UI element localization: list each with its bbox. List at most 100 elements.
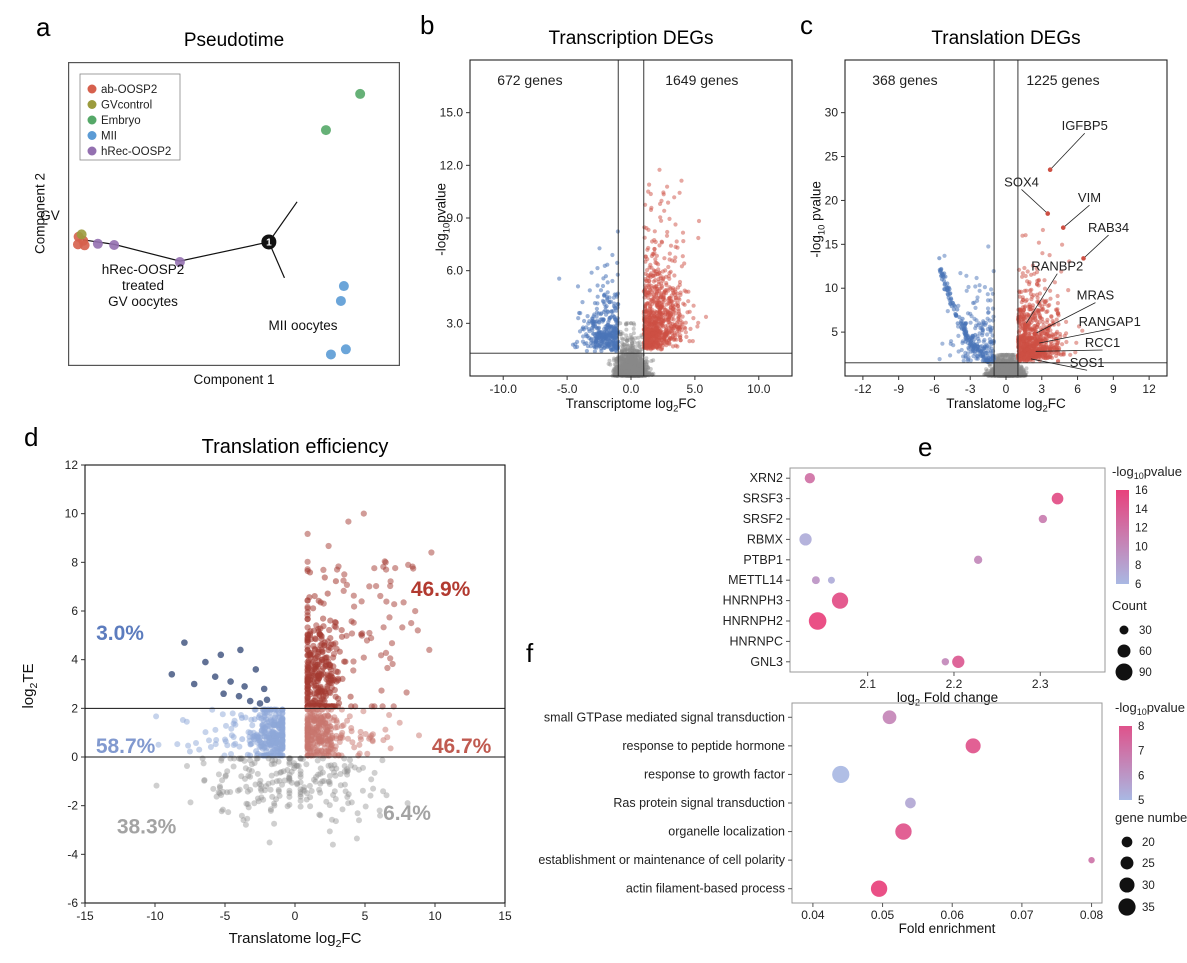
x-tick-label: -12 bbox=[854, 382, 872, 396]
y-tick-label: 9.0 bbox=[446, 211, 463, 225]
y-tick-label: 12 bbox=[65, 458, 79, 472]
panel-d-x-axis-label: Translatome log2FC bbox=[228, 930, 362, 950]
gene-label: VIM bbox=[1078, 190, 1101, 205]
plot-border bbox=[789, 467, 1106, 673]
panel-f-x-axis-label: Fold enrichment bbox=[898, 921, 996, 936]
y-tick-label: 15 bbox=[825, 237, 839, 251]
dot bbox=[827, 576, 835, 584]
color-tick-label: 6 bbox=[1138, 770, 1144, 782]
panel-b-title: Transcription DEGs bbox=[548, 28, 714, 49]
size-tick-label: 35 bbox=[1142, 902, 1155, 914]
dark-blue-points bbox=[168, 639, 271, 707]
y-tick-label: -4 bbox=[67, 847, 78, 861]
gene-label: MRAS bbox=[1077, 288, 1115, 303]
gene-label: RCC1 bbox=[1085, 335, 1120, 350]
plot-border bbox=[68, 62, 400, 366]
dot bbox=[941, 658, 950, 666]
y-tick-label: 30 bbox=[825, 106, 839, 120]
x-tick-label: 3 bbox=[1038, 382, 1045, 396]
down-gene-count: 672 genes bbox=[497, 72, 562, 88]
percent-label: 6.4% bbox=[383, 802, 431, 825]
x-tick-label: 0.06 bbox=[941, 908, 965, 922]
row-label: response to peptide hormone bbox=[622, 739, 785, 753]
size-tick-label: 30 bbox=[1142, 880, 1155, 892]
plot-border bbox=[791, 702, 1103, 904]
dot bbox=[905, 797, 916, 809]
y-tick-label: 8 bbox=[71, 555, 78, 569]
y-tick-label: 0 bbox=[71, 750, 78, 764]
percent-label: 58.7% bbox=[96, 735, 156, 758]
row-label: XRN2 bbox=[750, 471, 783, 485]
dot bbox=[882, 710, 897, 725]
x-tick-label: 0.0 bbox=[623, 382, 640, 396]
mii-annotation: MII oocytes bbox=[268, 318, 338, 333]
up-gene-count: 1649 genes bbox=[665, 72, 738, 88]
legend-label: MII bbox=[101, 131, 117, 143]
row-label: PTBP1 bbox=[743, 553, 783, 567]
plot-border bbox=[469, 59, 793, 377]
y-tick-label: 6 bbox=[71, 604, 78, 618]
y-tick-label: -6 bbox=[67, 896, 78, 910]
x-tick-label: 6 bbox=[1074, 382, 1081, 396]
row-label: HNRNPC bbox=[730, 634, 783, 648]
color-tick-label: 5 bbox=[1138, 795, 1144, 807]
x-tick-label: -15 bbox=[76, 909, 94, 923]
gene-label: SOS1 bbox=[1070, 355, 1105, 370]
legend-swatch bbox=[87, 131, 97, 140]
color-tick-label: 6 bbox=[1135, 579, 1141, 591]
size-legend-title: gene number bbox=[1115, 810, 1187, 825]
dot bbox=[804, 473, 816, 484]
x-tick-label: -3 bbox=[965, 382, 976, 396]
y-tick-label: 10 bbox=[825, 281, 839, 295]
legend-label: ab-OOSP2 bbox=[101, 84, 157, 96]
x-tick-label: 10 bbox=[428, 909, 442, 923]
dot bbox=[1051, 492, 1064, 505]
dot bbox=[952, 655, 965, 668]
x-tick-label: -9 bbox=[893, 382, 904, 396]
series-hRec-OOSP2 bbox=[92, 238, 185, 268]
branch-node bbox=[261, 234, 277, 250]
row-label: organelle localization bbox=[668, 825, 785, 839]
x-tick-label: 12 bbox=[1142, 382, 1156, 396]
row-label: HNRNPH2 bbox=[723, 614, 783, 628]
x-tick-label: 0 bbox=[292, 909, 299, 923]
x-tick-label: -5 bbox=[220, 909, 231, 923]
color-tick-label: 10 bbox=[1135, 541, 1148, 553]
x-tick-label: 10.0 bbox=[747, 382, 771, 396]
gene-label: RANBP2 bbox=[1031, 259, 1083, 274]
x-tick-label: -6 bbox=[929, 382, 940, 396]
y-tick-label: 10 bbox=[65, 507, 79, 521]
size-tick-label: 60 bbox=[1139, 646, 1152, 658]
panel-d-title: Translation efficiency bbox=[201, 436, 389, 458]
dot bbox=[870, 880, 888, 897]
x-tick-label: 15 bbox=[498, 909, 512, 923]
y-tick-label: 4 bbox=[71, 653, 78, 667]
x-tick-label: 5.0 bbox=[687, 382, 704, 396]
color-tick-label: 12 bbox=[1135, 523, 1148, 535]
percent-label: 38.3% bbox=[117, 815, 177, 838]
panel-label-c: c bbox=[800, 10, 813, 40]
dot bbox=[1088, 856, 1095, 864]
pseudotime-plot: ab-OOSP2 GVcontrol Embryo MII hRec-OOSP2 1 bbox=[68, 62, 400, 366]
gene-label: IGFBP5 bbox=[1062, 118, 1108, 133]
series-Embryo bbox=[320, 88, 366, 136]
legend-label: hRec-OOSP2 bbox=[101, 146, 171, 158]
percent-label: 46.7% bbox=[432, 735, 492, 758]
x-tick-label: 9 bbox=[1110, 382, 1117, 396]
size-tick-label: 20 bbox=[1142, 837, 1155, 849]
branch-node-label: 1 bbox=[266, 237, 272, 248]
color-scale-bar bbox=[1119, 726, 1132, 800]
legend-swatch bbox=[87, 100, 97, 109]
gene-label: SOX4 bbox=[1004, 174, 1039, 189]
x-tick-label: -10 bbox=[146, 909, 164, 923]
trajectory-branch bbox=[268, 201, 298, 243]
legend: ab-OOSP2 GVcontrol Embryo MII hRec-OOSP2 bbox=[79, 73, 181, 161]
size-tick-label: 90 bbox=[1139, 667, 1152, 679]
hrec-annotation-line3: GV oocytes bbox=[108, 294, 178, 310]
y-tick-label: 2 bbox=[71, 701, 78, 715]
panel-a-title: Pseudotime bbox=[183, 30, 285, 51]
row-label: HNRNPH3 bbox=[723, 594, 783, 608]
